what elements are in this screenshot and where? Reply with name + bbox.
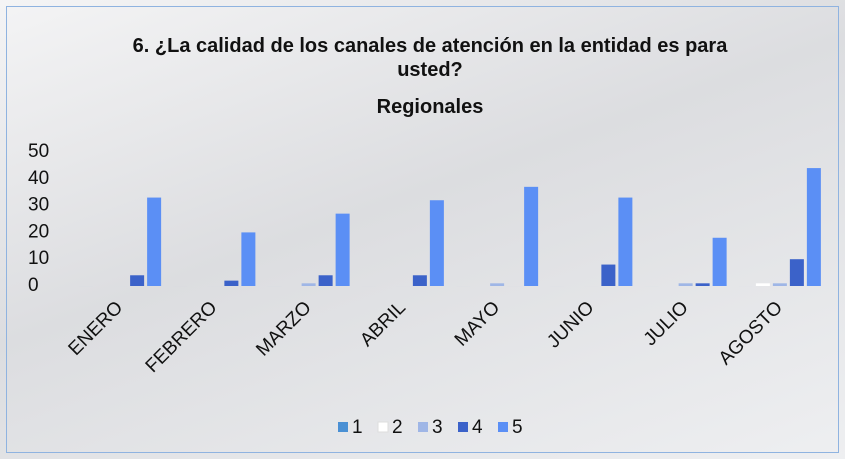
x-tick-label: ABRIL bbox=[356, 297, 410, 351]
chart-subtitle: Regionales bbox=[376, 96, 484, 118]
x-tick-label: MARZO bbox=[252, 297, 315, 360]
x-tick-label: MAYO bbox=[451, 297, 504, 350]
x-tick-label: AGOSTO bbox=[715, 297, 787, 369]
bar bbox=[147, 197, 162, 286]
bar bbox=[335, 213, 350, 286]
legend-label: 1 bbox=[352, 417, 363, 438]
y-tick-label: 20 bbox=[28, 221, 49, 242]
bar bbox=[130, 275, 145, 286]
y-tick-label: 0 bbox=[28, 275, 39, 296]
legend-swatch bbox=[458, 422, 468, 432]
legend-label: 5 bbox=[512, 417, 523, 438]
x-tick-label: FEBRERO bbox=[142, 297, 222, 377]
bar bbox=[755, 283, 770, 286]
bar bbox=[772, 283, 787, 286]
bar bbox=[318, 275, 333, 286]
bar bbox=[695, 283, 710, 286]
bar bbox=[301, 283, 316, 286]
legend-swatch bbox=[498, 422, 508, 432]
y-tick-label: 40 bbox=[28, 168, 49, 189]
y-tick-label: 30 bbox=[28, 195, 49, 216]
chart-title: 6. ¿La calidad de los canales de atenció… bbox=[132, 35, 728, 81]
bar bbox=[712, 237, 727, 286]
bar bbox=[678, 283, 693, 286]
legend-label: 4 bbox=[472, 417, 483, 438]
bar bbox=[412, 275, 427, 286]
y-tick-label: 10 bbox=[28, 248, 49, 269]
x-tick-label: JULIO bbox=[640, 297, 693, 350]
bar bbox=[490, 283, 505, 286]
bar bbox=[241, 232, 256, 286]
legend-swatch bbox=[338, 422, 348, 432]
legend-swatch bbox=[418, 422, 428, 432]
x-tick-label: JUNIO bbox=[543, 297, 598, 352]
bar bbox=[429, 200, 444, 286]
legend-label: 2 bbox=[392, 417, 403, 438]
bar bbox=[524, 186, 539, 286]
y-tick-label: 50 bbox=[28, 141, 49, 162]
bar bbox=[789, 259, 804, 286]
chart-frame bbox=[6, 6, 839, 453]
bar bbox=[224, 280, 239, 286]
legend-swatch bbox=[377, 421, 389, 433]
legend-label: 3 bbox=[432, 417, 443, 438]
bar bbox=[618, 197, 633, 286]
bar bbox=[601, 264, 616, 286]
x-tick-label: ENERO bbox=[65, 297, 128, 360]
bar bbox=[806, 168, 821, 286]
